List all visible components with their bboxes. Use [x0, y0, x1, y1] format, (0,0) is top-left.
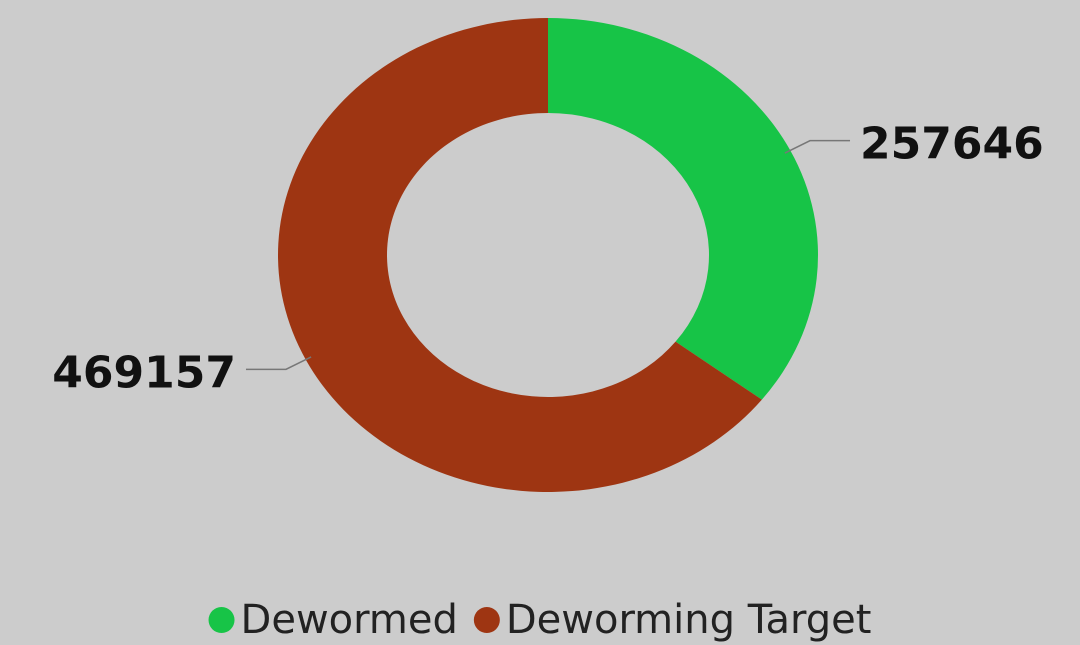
leader-line: [784, 139, 851, 154]
data-label: 257646: [860, 119, 1044, 170]
slice: [278, 18, 762, 492]
slice: [548, 18, 819, 400]
legend-label: Dewormed: [241, 597, 458, 643]
legend-label: Deworming Target: [506, 597, 872, 643]
legend-marker: [473, 607, 500, 633]
leader-line: [245, 356, 312, 371]
data-label: 469157: [52, 347, 236, 398]
legend-marker: [208, 607, 235, 633]
